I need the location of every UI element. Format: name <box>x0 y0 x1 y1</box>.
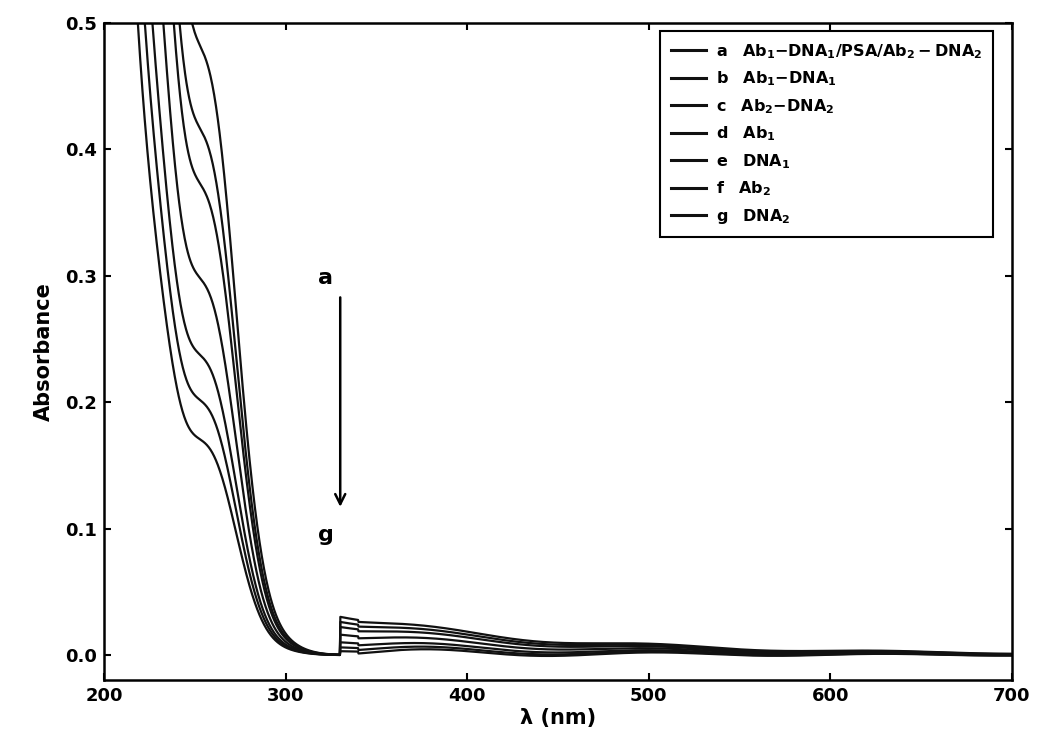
Y-axis label: Absorbance: Absorbance <box>34 282 54 421</box>
Text: a: a <box>318 268 333 288</box>
X-axis label: λ (nm): λ (nm) <box>520 708 596 728</box>
Text: g: g <box>318 525 334 545</box>
Legend: $\mathbf{a}$   $\mathbf{Ab_1}$$\mathbf{-DNA_1/PSA/Ab_2-DNA_2}$, $\mathbf{b}$   $: $\mathbf{a}$ $\mathbf{Ab_1}$$\mathbf{-DN… <box>660 31 993 237</box>
